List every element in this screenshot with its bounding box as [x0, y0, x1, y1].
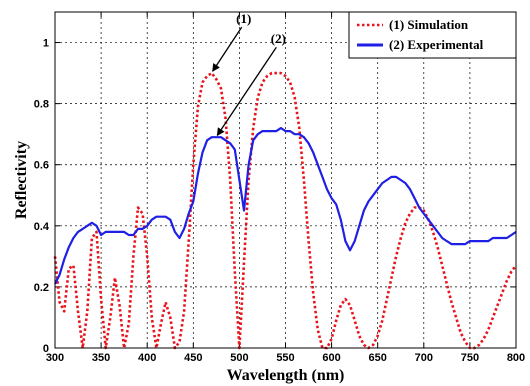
- x-tick-label: 600: [322, 352, 340, 364]
- y-tick-label: 0: [43, 343, 49, 355]
- x-tick-label: 700: [415, 352, 433, 364]
- y-tick-label: 0.2: [34, 282, 49, 294]
- plot-frame: [54, 11, 517, 349]
- x-tick-label: 800: [507, 352, 525, 364]
- grid: [55, 12, 516, 348]
- series-lines: [53, 71, 518, 350]
- x-tick-label: 400: [138, 352, 156, 364]
- legend: (1) Simulation (2) Experimental: [348, 11, 517, 59]
- x-tick-label: 350: [92, 352, 110, 364]
- x-tick-label: 300: [46, 352, 64, 364]
- simulation-series-line: [53, 71, 518, 350]
- x-tick-label: 750: [461, 352, 479, 364]
- legend-label: (1) Simulation: [389, 17, 469, 32]
- y-tick-label: 0.6: [34, 160, 49, 172]
- legend-box: [348, 11, 517, 59]
- experimental-series-line: [54, 127, 517, 285]
- y-tick-label: 1: [43, 38, 49, 50]
- y-axis-label: Reflectivity: [13, 141, 30, 219]
- legend-label: (2) Experimental: [389, 37, 484, 52]
- annotation-label: (2): [271, 31, 286, 46]
- x-tick-label: 450: [184, 352, 202, 364]
- annotation-arrow: [212, 26, 243, 72]
- annotation-arrow: [216, 46, 277, 137]
- ticks: 300 350 400 450 500 550 600 650 700 750 800 0 0.2 0.4…: [34, 12, 525, 364]
- annotation-label: (1): [236, 11, 251, 26]
- x-axis-label: Wavelength (nm): [227, 367, 345, 384]
- annotations: (1) (2): [212, 11, 286, 137]
- y-tick-label: 0.4: [34, 221, 50, 233]
- y-tick-label: 0.8: [34, 99, 49, 111]
- x-tick-label: 500: [230, 352, 248, 364]
- x-tick-label: 550: [276, 352, 294, 364]
- x-tick-label: 650: [369, 352, 387, 364]
